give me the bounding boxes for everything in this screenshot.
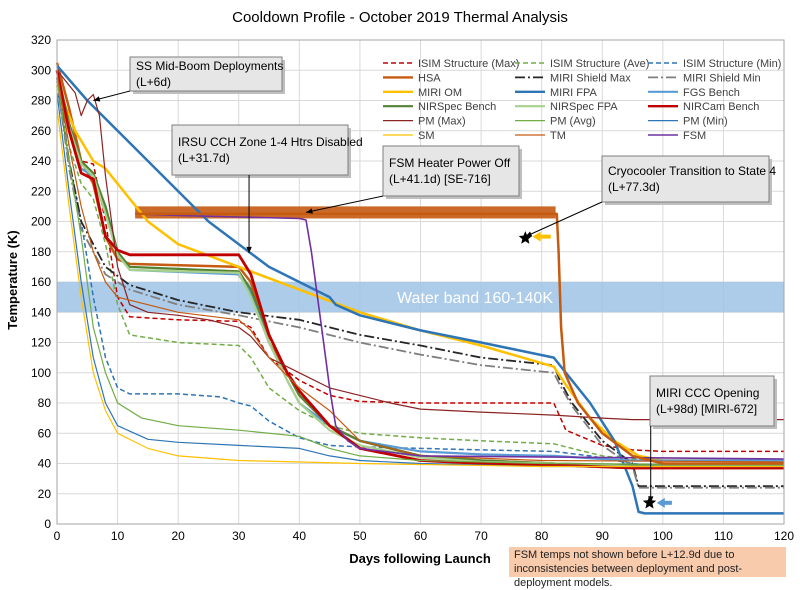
y-tick-label: 280 bbox=[31, 94, 51, 108]
chart-title: Cooldown Profile - October 2019 Thermal … bbox=[232, 9, 568, 26]
legend-label-miri-fpa: MIRI FPA bbox=[550, 87, 598, 99]
series-line-sm bbox=[56, 108, 784, 468]
legend-label-nircam-bench: NIRCam Bench bbox=[683, 101, 759, 113]
star-marker bbox=[642, 495, 657, 509]
y-tick-label: 0 bbox=[44, 517, 51, 531]
plot-frame bbox=[56, 39, 785, 525]
star-marker bbox=[518, 231, 532, 244]
callout-text: FSM Heater Power Off bbox=[389, 156, 511, 170]
callout-text: (L+31.7d) bbox=[178, 151, 230, 165]
y-tick-label: 120 bbox=[31, 336, 51, 350]
series-line-isim-structure-ave bbox=[56, 77, 784, 462]
y-tick-label: 40 bbox=[38, 457, 52, 471]
x-tick-label: 70 bbox=[474, 529, 488, 543]
callout-text: (L+41.1d) [SE-716] bbox=[389, 172, 491, 186]
highlight-arrow-head bbox=[532, 231, 541, 242]
series-line-pm-avg bbox=[56, 77, 785, 466]
legend-label-sm: SM bbox=[418, 130, 435, 142]
legend: ISIM Structure (Max) ISIM Structure (Ave)… bbox=[383, 58, 781, 142]
y-tick-label: 320 bbox=[31, 33, 51, 47]
legend-label-fsm: FSM bbox=[683, 130, 706, 142]
legend-label-fgs-bench: FGS Bench bbox=[683, 87, 740, 99]
x-tick-label: 90 bbox=[596, 529, 610, 543]
x-tick-label: 30 bbox=[232, 529, 246, 543]
x-tick-label: 0 bbox=[54, 529, 61, 543]
x-tick-label: 120 bbox=[774, 529, 794, 543]
legend-label-isim-structure-min: ISIM Structure (Min) bbox=[683, 58, 781, 70]
callout-box bbox=[649, 375, 775, 427]
x-tick-label: 40 bbox=[293, 529, 307, 543]
callouts: SS Mid-Boom Deployments (L+6d) IRSU CCH Zo… bbox=[93, 56, 777, 509]
heater-oscillation-band bbox=[135, 206, 556, 219]
x-tick-label: 100 bbox=[653, 529, 673, 543]
x-axis-label: Days following Launch bbox=[349, 551, 491, 566]
callout-box bbox=[382, 145, 520, 197]
x-tick-label: 110 bbox=[714, 529, 733, 543]
y-tick-label: 220 bbox=[31, 184, 51, 198]
highlight-arrow-head bbox=[656, 497, 665, 508]
callout-leader bbox=[525, 201, 603, 238]
series-line-heater bbox=[135, 212, 784, 465]
series-line-pm-min bbox=[56, 92, 784, 468]
y-tick-label: 160 bbox=[31, 275, 51, 289]
legend-label-pm-avg: PM (Avg) bbox=[550, 116, 596, 128]
callout-text: (L+6d) bbox=[136, 75, 171, 89]
series-line-pm-max bbox=[56, 69, 784, 421]
legend-label-tm: TM bbox=[550, 130, 566, 142]
legend-label-nirspec-fpa: NIRSpec FPA bbox=[550, 101, 618, 113]
y-axis-label: Temperature (K) bbox=[5, 230, 20, 329]
callout-arrowhead bbox=[246, 246, 252, 254]
x-tick-label: 50 bbox=[353, 529, 367, 543]
series-line-isim-structure-min bbox=[56, 85, 784, 468]
x-tick-label: 60 bbox=[414, 529, 428, 543]
callout-text: SS Mid-Boom Deployments bbox=[136, 59, 283, 73]
callout-text: (L+77.3d) bbox=[608, 180, 660, 194]
series-line-nircam-bench bbox=[55, 70, 784, 470]
footnote: FSM temps not shown before L+12.9d due t… bbox=[509, 547, 786, 589]
legend-label-pm-min: PM (Min) bbox=[683, 116, 728, 128]
legend-label-miri-shield-min: MIRI Shield Min bbox=[683, 72, 761, 84]
x-tick-label: 10 bbox=[111, 529, 125, 543]
legend-label-isim-structure-max: ISIM Structure (Max) bbox=[418, 58, 519, 70]
legend-label-pm-max: PM (Max) bbox=[418, 116, 466, 128]
heater-band-layer bbox=[135, 206, 556, 219]
y-tick-label: 20 bbox=[38, 487, 52, 501]
water-band-label: Water band 160-140K bbox=[397, 290, 553, 307]
y-tick-label: 260 bbox=[31, 124, 51, 138]
water-band bbox=[57, 282, 784, 313]
legend-label-miri-shield-max: MIRI Shield Max bbox=[550, 72, 631, 84]
callout-arrowhead bbox=[305, 208, 313, 214]
callout-arrowhead bbox=[93, 96, 101, 102]
callout-text: MIRI CCC Opening bbox=[656, 386, 759, 400]
y-tick-label: 100 bbox=[31, 366, 51, 380]
axes: 0204060801001201401601802002202402602803… bbox=[31, 33, 794, 543]
series-layer bbox=[55, 62, 785, 515]
y-tick-label: 300 bbox=[31, 63, 51, 77]
callout-box bbox=[171, 124, 349, 176]
y-tick-label: 60 bbox=[38, 426, 52, 440]
legend-label-miri-om: MIRI OM bbox=[418, 87, 462, 99]
y-tick-label: 200 bbox=[31, 215, 51, 229]
y-tick-label: 140 bbox=[31, 305, 51, 319]
y-tick-label: 240 bbox=[31, 154, 51, 168]
x-tick-label: 80 bbox=[535, 529, 549, 543]
callout-leader bbox=[305, 195, 384, 213]
series-line-tm bbox=[56, 73, 785, 463]
legend-label-hsa: HSA bbox=[418, 72, 441, 84]
legend-label-isim-structure-ave: ISIM Structure (Ave) bbox=[550, 58, 649, 70]
legend-label-nirspec-bench: NIRSpec Bench bbox=[418, 101, 496, 113]
water-band-layer: Water band 160-140K bbox=[57, 282, 784, 313]
callout-text: Cryocooler Transition to State 4 bbox=[608, 164, 776, 178]
y-tick-label: 180 bbox=[31, 245, 51, 259]
x-tick-label: 20 bbox=[171, 529, 185, 543]
callout-box bbox=[601, 155, 770, 203]
callout-text: (L+98d) [MIRI-672] bbox=[656, 402, 757, 416]
callout-box bbox=[129, 56, 283, 92]
y-tick-label: 80 bbox=[38, 396, 52, 410]
callout-text: IRSU CCH Zone 1-4 Htrs Disabled bbox=[178, 135, 363, 149]
